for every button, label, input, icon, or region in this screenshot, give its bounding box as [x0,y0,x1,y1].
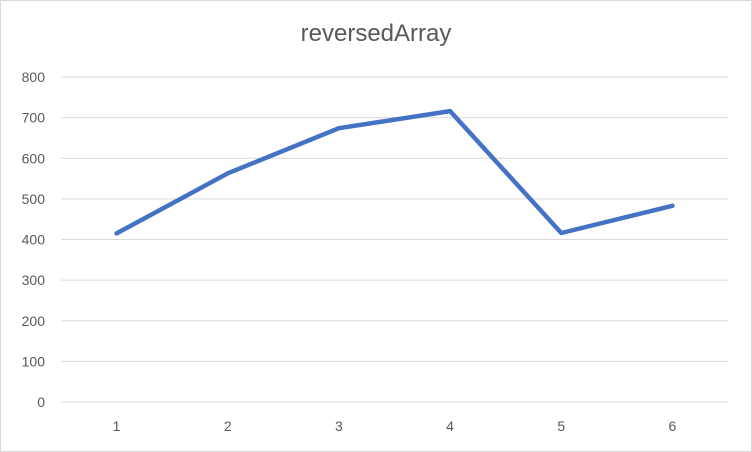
x-tick-label: 1 [113,418,121,434]
chart-title: reversedArray [300,20,452,47]
y-tick-label: 600 [22,150,46,166]
x-tick-label: 6 [669,418,677,434]
data-point [114,231,119,236]
data-point [559,231,564,235]
x-axis-tick-labels: 1 2 3 4 5 6 [113,418,677,434]
data-point [448,109,453,114]
y-tick-label: 100 [22,353,46,369]
x-tick-label: 2 [224,418,232,434]
y-tick-label: 700 [22,110,46,126]
y-axis-tick-labels: 0 100 200 300 400 500 600 700 800 [22,69,46,410]
y-tick-label: 500 [22,191,46,207]
y-tick-label: 400 [22,232,46,248]
y-tick-label: 0 [37,394,45,410]
data-point [336,126,341,131]
data-point [670,203,675,208]
y-tick-label: 800 [22,69,46,85]
gridlines [61,76,728,403]
x-tick-label: 5 [557,418,565,434]
data-point [225,171,230,176]
x-tick-label: 4 [446,418,454,434]
series-lines [114,108,675,236]
series-line-0 [114,108,675,236]
y-tick-label: 200 [22,313,46,329]
y-tick-label: 300 [22,272,46,288]
x-tick-label: 3 [335,418,343,434]
